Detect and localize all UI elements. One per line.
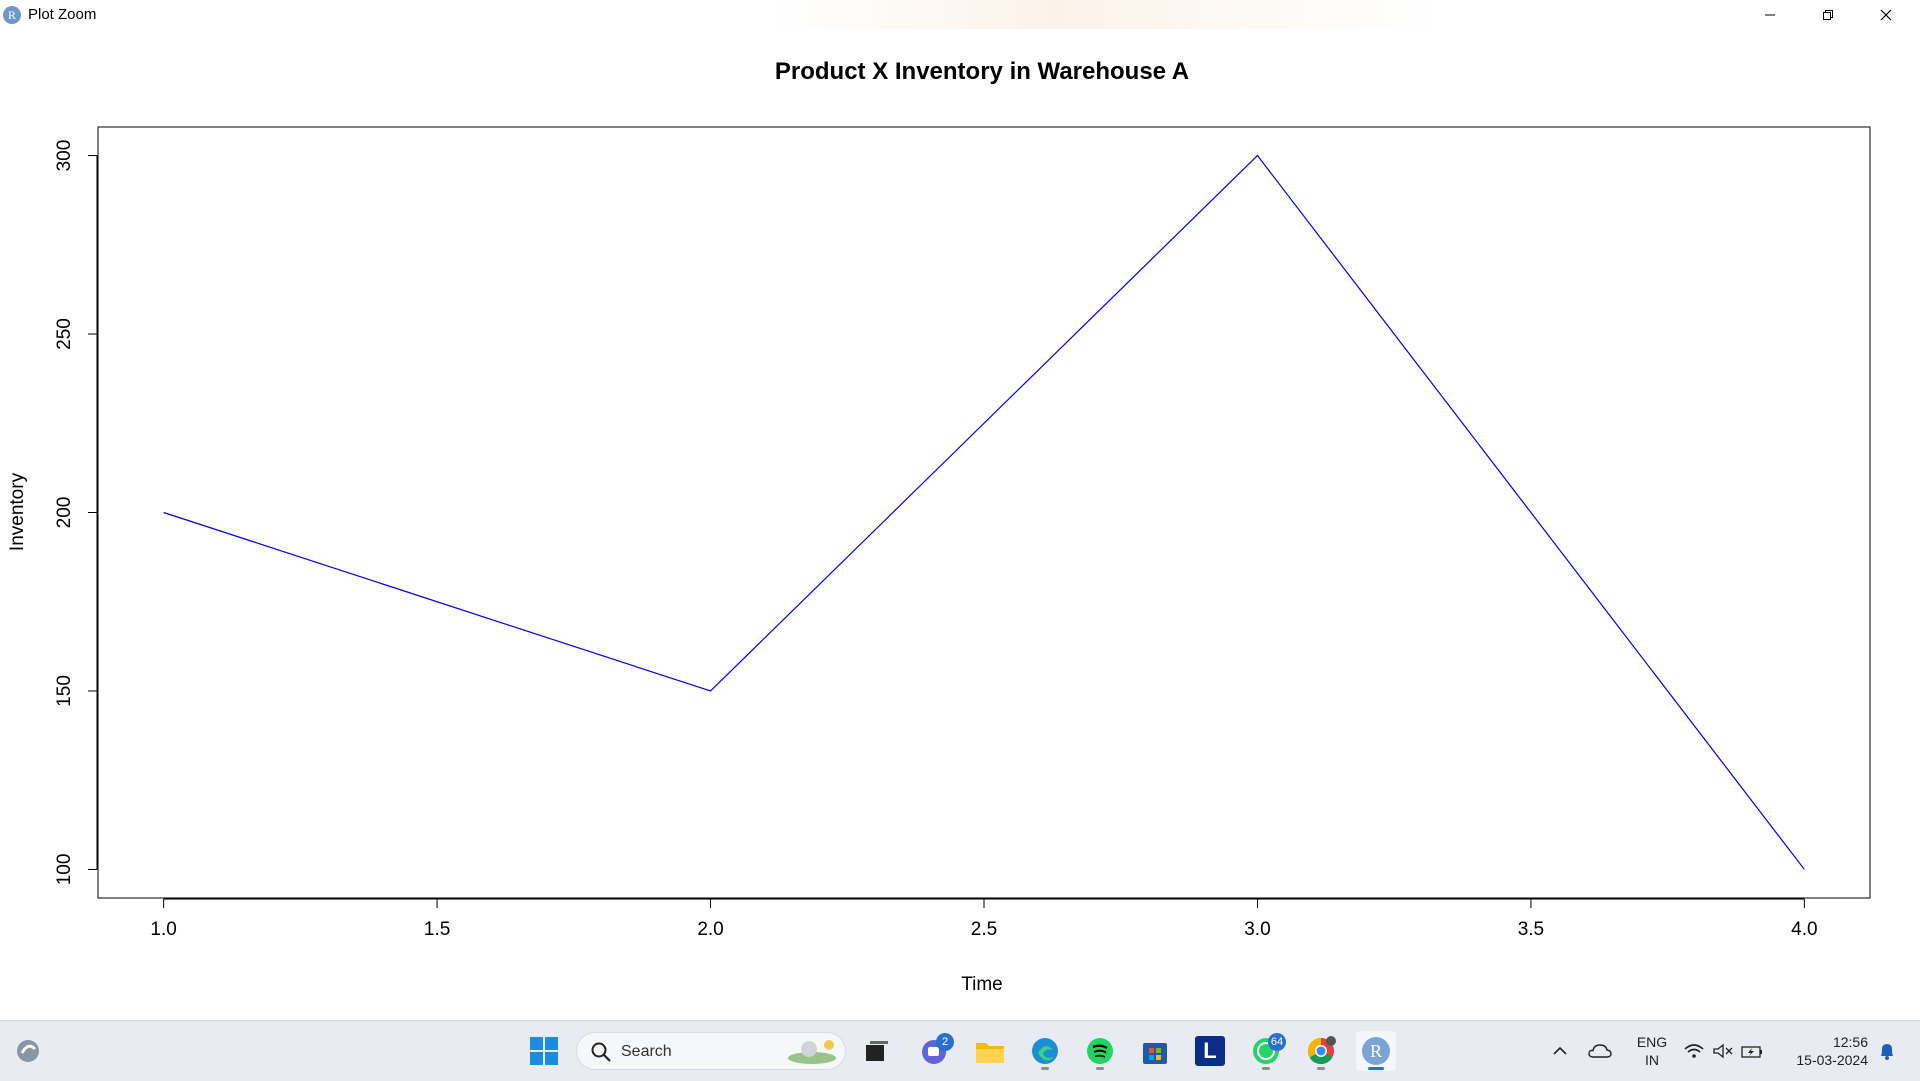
folder-icon <box>976 1043 1004 1063</box>
region-code: IN <box>1645 1052 1659 1068</box>
y-tick-label: 200 <box>54 497 75 529</box>
series-layer <box>163 154 1805 870</box>
x-tick-label: 1.5 <box>424 919 450 940</box>
x-tick-label: 3.5 <box>1518 919 1544 940</box>
language-code: ENG <box>1636 1034 1668 1050</box>
y-axis: 100 150 200 250 300 <box>54 140 98 886</box>
l-app-button[interactable]: L <box>1190 1031 1230 1071</box>
y-tick-label: 300 <box>54 140 75 172</box>
x-axis: 1.0 1.5 2.0 2.5 3.0 3.5 4.0 <box>150 898 1818 940</box>
r-icon: R <box>1362 1037 1390 1065</box>
clock-date: 15-03-2024 <box>1796 1052 1868 1068</box>
window-title: Plot Zoom <box>28 6 97 23</box>
taskbar-search-box[interactable]: Search <box>576 1032 846 1070</box>
weather-widget-icon <box>17 1040 39 1062</box>
clock[interactable]: 12:56 15-03-2024 <box>1780 1033 1868 1069</box>
y-tick-label: 100 <box>54 854 75 886</box>
store-icon <box>1143 1043 1167 1064</box>
search-placeholder: Search <box>621 1043 672 1060</box>
close-button[interactable] <box>1857 0 1915 29</box>
quick-settings-button[interactable] <box>1680 1031 1770 1071</box>
wifi-icon <box>1684 1044 1704 1058</box>
x-tick-label: 3.0 <box>1244 919 1270 940</box>
whatsapp-badge: 64 <box>1268 1033 1286 1051</box>
task-view-button[interactable] <box>857 1031 897 1071</box>
restore-button[interactable] <box>1799 0 1857 29</box>
x-tick-label: 1.0 <box>150 919 176 940</box>
chrome-running-indicator <box>1317 1067 1325 1070</box>
x-tick-label: 2.0 <box>697 919 723 940</box>
onedrive-button[interactable] <box>1583 1031 1617 1071</box>
y-tick-label: 150 <box>54 675 75 707</box>
chat-badge: 2 <box>936 1033 954 1051</box>
r-app-icon: R <box>3 5 21 24</box>
plot-zoom-window: R Plot Zoom Product X Inventory in Wareh… <box>0 0 1920 995</box>
edge-running-indicator <box>1041 1067 1049 1070</box>
minimize-button[interactable] <box>1741 0 1799 29</box>
windows-logo-icon <box>530 1037 558 1065</box>
search-highlight-icon <box>788 1040 836 1064</box>
minimize-icon <box>1765 14 1775 15</box>
battery-charging-icon <box>1741 1046 1762 1058</box>
spotify-running-indicator <box>1096 1067 1104 1070</box>
edge-icon <box>1032 1038 1058 1064</box>
l-app-icon: L <box>1195 1036 1225 1066</box>
restore-icon <box>1823 9 1833 20</box>
teams-chat-button[interactable]: 2 <box>914 1031 954 1071</box>
rgui-running-indicator <box>1368 1067 1384 1070</box>
clock-time: 12:56 <box>1832 1034 1868 1050</box>
task-view-icon <box>866 1041 888 1061</box>
spotify-icon <box>1087 1038 1113 1064</box>
taskbar: Search 2 <box>0 1020 1920 1081</box>
plot-frame <box>97 126 1871 899</box>
chrome-icon <box>1307 1036 1336 1065</box>
x-tick-label: 4.0 <box>1791 919 1817 940</box>
bell-icon <box>1881 1044 1893 1060</box>
file-explorer-button[interactable] <box>970 1031 1010 1071</box>
series-line-inventory <box>163 154 1805 870</box>
title-bar[interactable]: R Plot Zoom <box>0 0 1920 29</box>
chart-title: Product X Inventory in Warehouse A <box>775 58 1189 85</box>
widgets-button[interactable] <box>8 1031 48 1071</box>
language-indicator[interactable]: ENG IN <box>1630 1033 1674 1069</box>
plot-area: Product X Inventory in Warehouse A 1.0 1.… <box>7 58 1871 995</box>
y-tick-label: 250 <box>54 318 75 350</box>
search-icon <box>591 1042 611 1062</box>
x-tick-label: 2.5 <box>971 919 997 940</box>
show-hidden-icons-button[interactable] <box>1543 1031 1577 1071</box>
y-axis-label: Inventory <box>7 472 28 551</box>
spotify-button[interactable] <box>1080 1031 1120 1071</box>
x-axis-label: Time <box>961 974 1003 995</box>
rgui-button[interactable]: R <box>1356 1031 1396 1071</box>
whatsapp-button[interactable]: 64 <box>1246 1031 1286 1071</box>
chrome-button[interactable] <box>1301 1031 1341 1071</box>
cloud-icon <box>1588 1044 1612 1058</box>
whatsapp-running-indicator <box>1262 1067 1270 1070</box>
chevron-up-icon <box>1553 1046 1567 1055</box>
edge-button[interactable] <box>1025 1031 1065 1071</box>
speaker-muted-icon <box>1713 1043 1733 1059</box>
notifications-button[interactable] <box>1872 1031 1902 1071</box>
start-button[interactable] <box>524 1031 564 1071</box>
microsoft-store-button[interactable] <box>1135 1031 1175 1071</box>
quick-settings-icons <box>1684 1043 1762 1059</box>
close-icon <box>1880 9 1892 20</box>
